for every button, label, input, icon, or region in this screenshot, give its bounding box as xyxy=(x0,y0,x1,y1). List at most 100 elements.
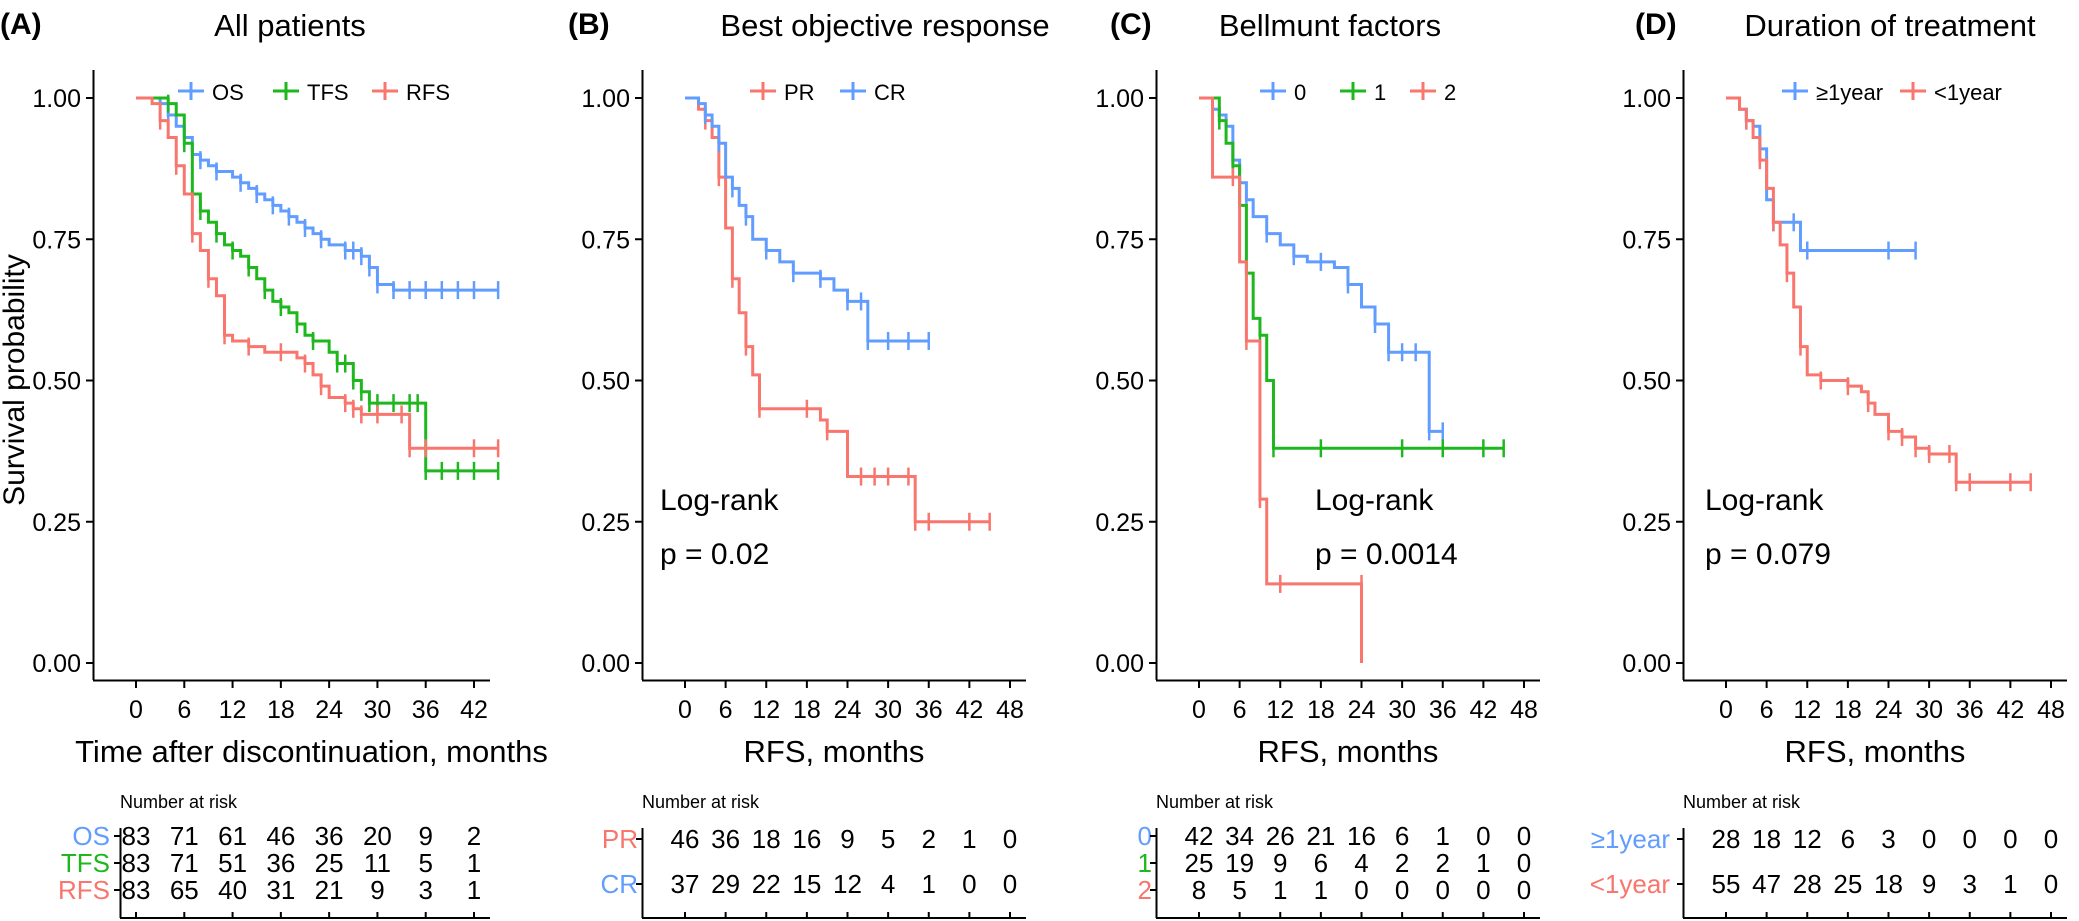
y-tick-label: 0.75 xyxy=(1622,226,1671,254)
legend-label: RFS xyxy=(406,80,450,105)
risk-value: 2 xyxy=(922,824,936,854)
risk-value: 71 xyxy=(170,848,199,878)
risk-value: 71 xyxy=(170,821,199,851)
survival-curve-0 xyxy=(1199,96,1443,433)
survival-curve-RFS xyxy=(136,96,499,450)
y-tick-label: 0.00 xyxy=(581,650,630,678)
risk-value: 8 xyxy=(1192,875,1206,905)
risk-value: 25 xyxy=(1833,869,1862,899)
legend-label: 0 xyxy=(1294,80,1306,105)
risk-value: 5 xyxy=(418,848,432,878)
x-tick-label: 18 xyxy=(1307,696,1335,724)
panel-title: Duration of treatment xyxy=(1744,8,2036,43)
risk-value: 1 xyxy=(1273,875,1287,905)
risk-value: 46 xyxy=(266,821,295,851)
x-tick-label: 18 xyxy=(793,696,821,724)
y-tick-label: 1.00 xyxy=(1622,85,1671,113)
risk-value: 9 xyxy=(1922,869,1936,899)
risk-row-label: ≥1year xyxy=(1591,824,1671,854)
risk-row-label: 1 xyxy=(1138,848,1152,878)
x-tick-label: 42 xyxy=(955,696,983,724)
logrank-annotation: Log-rank xyxy=(1315,484,1434,517)
logrank-annotation: p = 0.079 xyxy=(1705,538,1831,571)
x-tick-label: 12 xyxy=(219,696,247,724)
legend-label: 2 xyxy=(1444,80,1456,105)
risk-value: 31 xyxy=(266,875,295,905)
risk-value: 0 xyxy=(1476,821,1490,851)
y-tick-label: 0.75 xyxy=(1095,226,1144,254)
x-tick-label: 6 xyxy=(177,696,191,724)
risk-value: 21 xyxy=(1306,821,1335,851)
risk-value: 83 xyxy=(122,821,151,851)
legend-label: ≥1year xyxy=(1816,80,1883,105)
x-tick-label: 48 xyxy=(1510,696,1538,724)
risk-value: 0 xyxy=(1395,875,1409,905)
panel-title: All patients xyxy=(214,8,366,43)
y-tick-label: 0.00 xyxy=(1622,650,1671,678)
risk-value: 0 xyxy=(2044,869,2058,899)
y-tick-label: 0.25 xyxy=(1095,509,1144,537)
risk-value: 0 xyxy=(2003,824,2017,854)
y-tick-label: 0.75 xyxy=(581,226,630,254)
risk-value: 19 xyxy=(1225,848,1254,878)
x-tick-label: 30 xyxy=(1388,696,1416,724)
y-tick-label: 0.00 xyxy=(32,650,81,678)
risk-value: 1 xyxy=(2003,869,2017,899)
risk-row-label: 0 xyxy=(1138,821,1152,851)
risk-value: 1 xyxy=(922,869,936,899)
risk-value: 1 xyxy=(467,875,481,905)
panel-title: Best objective response xyxy=(720,8,1049,43)
y-tick-label: 0.25 xyxy=(32,509,81,537)
x-tick-label: 24 xyxy=(834,696,862,724)
risk-value: 4 xyxy=(881,869,895,899)
y-tick-label: 0.50 xyxy=(581,368,630,396)
risk-value: 0 xyxy=(1436,875,1450,905)
logrank-annotation: Log-rank xyxy=(660,484,779,517)
risk-value: 3 xyxy=(418,875,432,905)
risk-value: 28 xyxy=(1712,824,1741,854)
y-tick-label: 1.00 xyxy=(581,85,630,113)
risk-value: 22 xyxy=(752,869,781,899)
logrank-annotation: p = 0.0014 xyxy=(1315,538,1458,571)
risk-value: 40 xyxy=(218,875,247,905)
panel-label: (B) xyxy=(568,8,610,41)
legend-label: <1year xyxy=(1934,80,2002,105)
survival-curve-CR xyxy=(685,96,929,343)
risk-value: 6 xyxy=(1841,824,1855,854)
risk-value: 26 xyxy=(1266,821,1295,851)
risk-value: 18 xyxy=(1874,869,1903,899)
risk-value: 3 xyxy=(1881,824,1895,854)
risk-row-label: OS xyxy=(72,821,110,851)
risk-value: 61 xyxy=(218,821,247,851)
survival-curve-PR xyxy=(685,96,990,524)
panel-label: (C) xyxy=(1110,8,1152,41)
legend-label: 1 xyxy=(1374,80,1386,105)
risk-row-label: 2 xyxy=(1138,875,1152,905)
x-tick-label: 48 xyxy=(996,696,1024,724)
legend-label: CR xyxy=(874,80,906,105)
risk-value: 0 xyxy=(962,869,976,899)
risk-value: 11 xyxy=(364,848,391,878)
panel-label: (D) xyxy=(1635,8,1677,41)
logrank-annotation: p = 0.02 xyxy=(660,538,769,571)
risk-value: 0 xyxy=(1476,875,1490,905)
risk-value: 9 xyxy=(1273,848,1287,878)
risk-value: 28 xyxy=(1793,869,1822,899)
risk-value: 1 xyxy=(1436,821,1450,851)
risk-row-label: CR xyxy=(600,869,638,899)
risk-value: 34 xyxy=(1225,821,1254,851)
risk-value: 5 xyxy=(1232,875,1246,905)
x-tick-label: 0 xyxy=(678,696,692,724)
risk-value: 0 xyxy=(1003,824,1017,854)
risk-value: 1 xyxy=(1476,848,1490,878)
risk-value: 6 xyxy=(1395,821,1409,851)
panel-title: Bellmunt factors xyxy=(1219,8,1441,43)
x-tick-label: 36 xyxy=(915,696,943,724)
y-axis-label: Survival probability xyxy=(0,254,31,506)
risk-value: 16 xyxy=(1347,821,1376,851)
x-tick-label: 0 xyxy=(1719,696,1733,724)
survival-curve-<1year xyxy=(1726,96,2031,484)
x-tick-label: 6 xyxy=(1760,696,1774,724)
